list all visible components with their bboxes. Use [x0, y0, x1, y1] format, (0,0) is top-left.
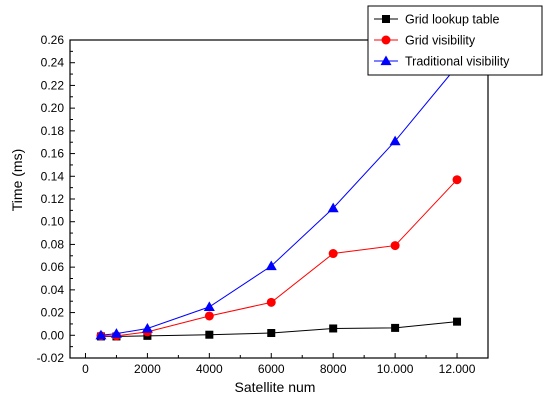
- legend-label: Grid visibility: [405, 34, 476, 48]
- x-tick-label: 4000: [196, 362, 223, 376]
- data-point: [391, 323, 400, 332]
- legend-marker: [381, 35, 391, 45]
- legend-marker: [382, 15, 390, 23]
- data-point: [141, 322, 153, 333]
- legend-label: Traditional visibility: [405, 55, 510, 69]
- axes: -0.02 0.00 0.02 0.04 0.06 0.08 0.10 0.12 0.14 0.1…: [37, 33, 489, 376]
- plot-frame: [69, 39, 489, 359]
- x-axis-title: Satellite num: [235, 379, 316, 395]
- data-point: [267, 329, 276, 338]
- y-tick-label: 0.20: [41, 101, 65, 115]
- y-tick-label: 0.22: [41, 78, 65, 92]
- x-tick-label: 10.000: [377, 362, 414, 376]
- series-1: [96, 317, 462, 341]
- y-tick-label: 0.04: [41, 283, 65, 297]
- series-3: [95, 60, 463, 340]
- y-tick-label: 0.06: [41, 260, 65, 274]
- y-tick-label: 0.24: [41, 56, 65, 70]
- y-tick-label: 0.10: [41, 215, 65, 229]
- legend-marker: [380, 55, 392, 66]
- legend-entry: Grid lookup table: [374, 13, 500, 27]
- series-line: [100, 65, 458, 336]
- series-line: [100, 179, 458, 337]
- y-tick-label: 0.12: [41, 192, 65, 206]
- data-point: [328, 249, 338, 259]
- data-point: [452, 175, 462, 185]
- data-point: [95, 329, 107, 340]
- y-tick-label: 0.18: [41, 124, 65, 138]
- series-layer: [95, 60, 463, 341]
- y-tick-label: -0.02: [37, 351, 65, 365]
- legend: Grid lookup table Grid visibility Traditio…: [367, 5, 543, 76]
- x-tick-label: 12.000: [439, 362, 476, 376]
- x-tick-label: 6000: [258, 362, 285, 376]
- legend-label: Grid lookup table: [405, 13, 500, 27]
- data-point: [329, 324, 338, 333]
- data-point: [389, 135, 401, 146]
- data-point: [205, 330, 214, 339]
- series-2: [96, 175, 462, 341]
- series-line: [100, 321, 458, 337]
- x-tick-label: 0: [82, 362, 89, 376]
- data-point: [203, 301, 215, 312]
- y-tick-label: 0.02: [41, 306, 65, 320]
- data-point: [204, 311, 214, 321]
- y-tick-label: 0.14: [41, 169, 65, 183]
- data-point: [266, 297, 276, 307]
- data-point: [390, 241, 400, 251]
- y-tick-label: 0.08: [41, 237, 65, 251]
- x-tick-label: 8000: [320, 362, 347, 376]
- y-tick-label: 0.00: [41, 328, 65, 342]
- y-axis-title: Time (ms): [9, 149, 25, 211]
- y-tick-label: 0.16: [41, 147, 65, 161]
- legend-entry: Traditional visibility: [374, 55, 510, 69]
- data-point: [265, 260, 277, 271]
- x-tick-label: 2000: [134, 362, 161, 376]
- data-point: [110, 328, 122, 338]
- data-point: [327, 202, 339, 213]
- data-point: [453, 317, 462, 326]
- y-tick-label: 0.26: [41, 33, 65, 47]
- legend-entry: Grid visibility: [374, 34, 476, 48]
